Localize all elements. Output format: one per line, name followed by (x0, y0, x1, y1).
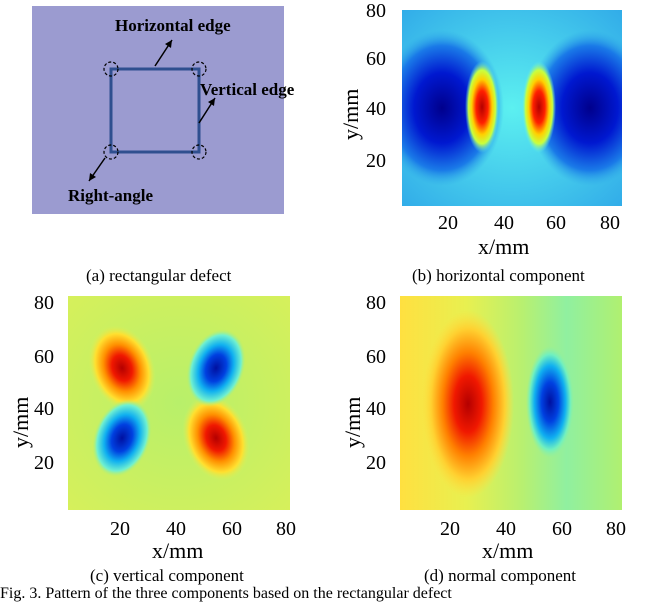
x-axis-label: x/mm (152, 538, 204, 563)
right-angle-label: Right-angle (68, 186, 153, 205)
x-tick: 80 (606, 518, 626, 540)
x-tick: 80 (276, 518, 296, 540)
x-tick: 40 (166, 518, 186, 540)
caption-d: (d) normal component (424, 566, 577, 585)
y-tick: 60 (366, 48, 386, 70)
y-tick: 40 (34, 398, 54, 420)
y-tick: 80 (34, 292, 54, 314)
heatmap-normal-component (400, 296, 622, 510)
figure-caption: Fig. 3. Pattern of the three components … (0, 585, 452, 602)
y-tick: 40 (366, 398, 386, 420)
heatmap-horizontal-component (402, 10, 622, 206)
x-axis-label: x/mm (478, 234, 530, 259)
caption-c: (c) vertical component (90, 566, 244, 585)
y-axis-label: y/mm (8, 396, 33, 448)
x-tick: 80 (600, 212, 620, 234)
rectangular-defect-image (32, 6, 284, 214)
horizontal-edge-label: Horizontal edge (115, 16, 231, 35)
x-tick: 60 (222, 518, 242, 540)
x-tick: 40 (496, 518, 516, 540)
x-tick: 60 (552, 518, 572, 540)
x-tick: 40 (494, 212, 514, 234)
y-tick: 20 (34, 452, 54, 474)
vertical-edge-label: Vertical edge (200, 80, 295, 99)
x-tick: 60 (546, 212, 566, 234)
x-tick: 20 (438, 212, 458, 234)
y-tick: 80 (366, 0, 386, 22)
y-axis-label: y/mm (340, 396, 365, 448)
x-tick: 20 (110, 518, 130, 540)
y-axis-label: y/mm (338, 88, 363, 140)
y-tick: 40 (366, 98, 386, 120)
y-tick: 60 (366, 346, 386, 368)
caption-b: (b) horizontal component (412, 266, 585, 285)
heatmap-vertical-component (68, 296, 290, 510)
caption-a: (a) rectangular defect (86, 266, 232, 285)
y-tick: 60 (34, 346, 54, 368)
x-axis-label: x/mm (482, 538, 534, 563)
y-tick: 20 (366, 452, 386, 474)
x-tick: 20 (440, 518, 460, 540)
y-tick: 20 (366, 150, 386, 172)
y-tick: 80 (366, 292, 386, 314)
